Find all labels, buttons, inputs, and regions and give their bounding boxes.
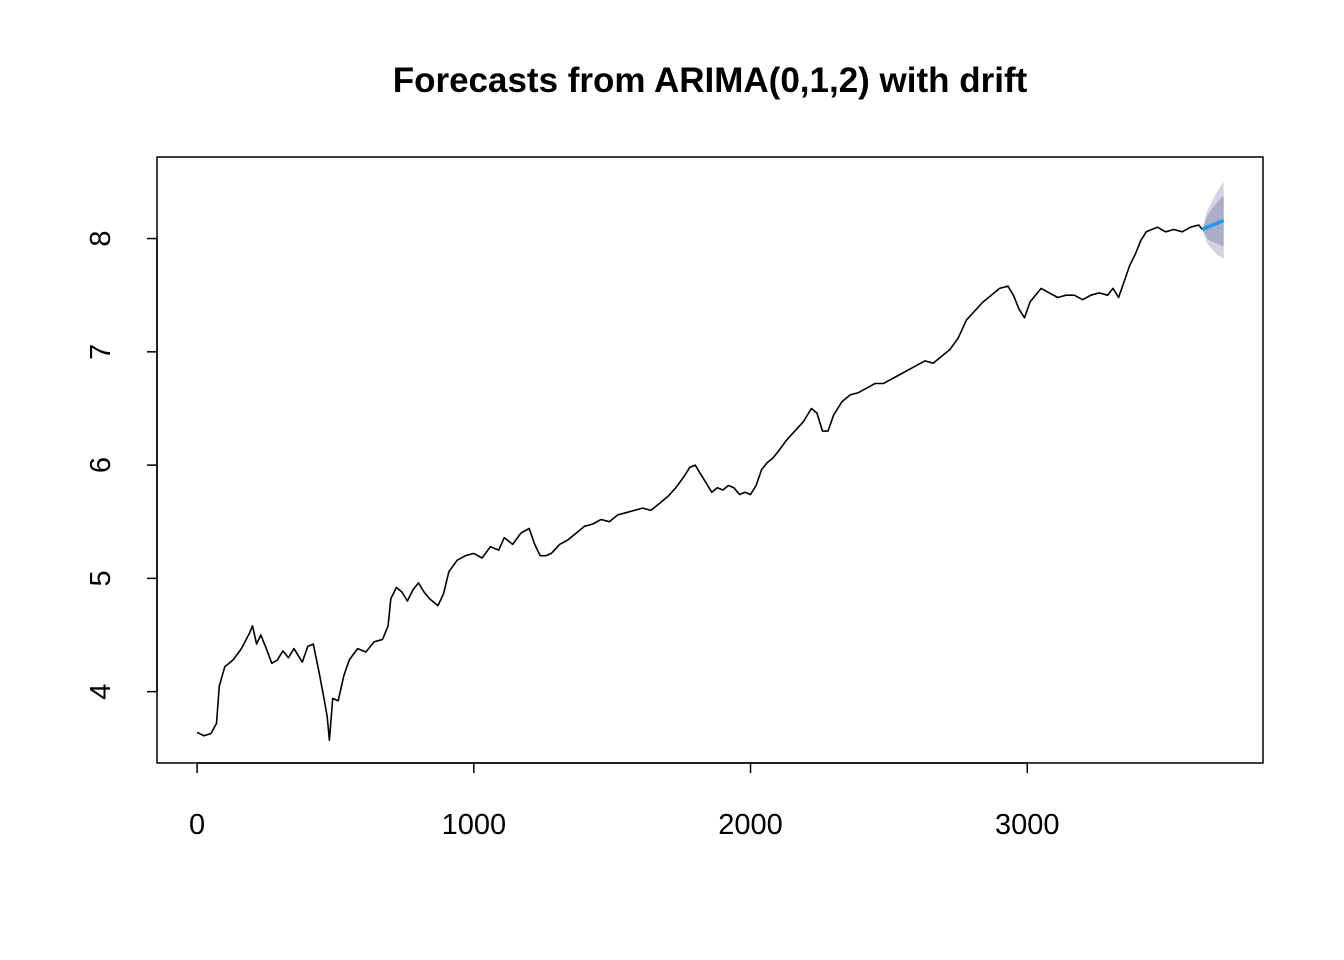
- x-tick-label: 0: [189, 809, 205, 841]
- forecast-interval-1: [1202, 195, 1224, 247]
- y-axis: 4 5 6 7 8: [85, 230, 158, 700]
- y-tick-label: 4: [85, 684, 117, 700]
- observed-series-line: [196, 224, 1204, 742]
- x-tick-label: 1000: [442, 809, 507, 841]
- x-tick-label: 3000: [995, 809, 1060, 841]
- chart-title: Forecasts from ARIMA(0,1,2) with drift: [393, 61, 1028, 100]
- y-tick-label: 8: [85, 230, 117, 246]
- forecast-series-line: [1201, 218, 1225, 232]
- y-tick-label: 7: [85, 344, 117, 360]
- series-layer: [196, 218, 1225, 742]
- forecast-intervals: [1202, 181, 1224, 259]
- x-axis: 0 1000 2000 3000: [189, 762, 1060, 841]
- y-tick-label: 6: [85, 457, 117, 473]
- y-tick-label: 5: [85, 570, 117, 586]
- x-tick-label: 2000: [718, 809, 783, 841]
